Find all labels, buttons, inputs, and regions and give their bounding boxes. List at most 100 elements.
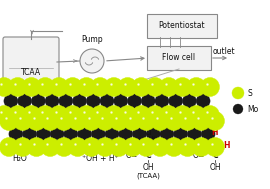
Circle shape — [137, 112, 156, 130]
Circle shape — [41, 112, 60, 130]
Polygon shape — [102, 140, 119, 143]
Circle shape — [132, 105, 151, 125]
Text: H*: H* — [147, 136, 157, 145]
Text: Potentiostat: Potentiostat — [159, 22, 205, 30]
Circle shape — [109, 112, 128, 130]
Polygon shape — [64, 125, 81, 128]
Text: ⁺OH + H*: ⁺OH + H* — [82, 154, 119, 163]
Text: H: H — [223, 142, 229, 150]
Circle shape — [164, 112, 183, 130]
Text: O=: O= — [126, 152, 138, 160]
Circle shape — [104, 105, 123, 125]
Circle shape — [41, 138, 60, 156]
Circle shape — [77, 127, 92, 141]
Polygon shape — [20, 140, 36, 143]
Circle shape — [118, 105, 137, 125]
Text: –C–: –C– — [208, 142, 222, 150]
Circle shape — [205, 138, 224, 156]
Circle shape — [201, 77, 220, 97]
Circle shape — [68, 138, 87, 156]
Circle shape — [22, 105, 41, 125]
Polygon shape — [184, 140, 201, 143]
Circle shape — [91, 127, 105, 141]
Circle shape — [178, 138, 197, 156]
Polygon shape — [92, 125, 108, 128]
Circle shape — [36, 105, 55, 125]
Circle shape — [233, 104, 243, 114]
Polygon shape — [155, 91, 172, 95]
Circle shape — [187, 105, 206, 125]
Text: H: H — [201, 142, 207, 150]
Circle shape — [22, 77, 41, 97]
Circle shape — [59, 94, 73, 108]
Circle shape — [187, 127, 201, 141]
Polygon shape — [61, 140, 78, 143]
Circle shape — [0, 112, 19, 130]
Circle shape — [159, 77, 178, 97]
Polygon shape — [73, 91, 89, 95]
Circle shape — [164, 138, 183, 156]
Circle shape — [8, 105, 27, 125]
Circle shape — [73, 94, 86, 108]
Polygon shape — [130, 140, 146, 143]
Text: C: C — [145, 142, 151, 150]
Polygon shape — [193, 107, 210, 111]
Circle shape — [104, 77, 123, 97]
Circle shape — [232, 87, 244, 99]
Text: OH: OH — [142, 163, 154, 171]
Polygon shape — [166, 107, 183, 111]
Text: Mo: Mo — [247, 105, 258, 114]
Polygon shape — [196, 91, 213, 95]
Polygon shape — [78, 125, 94, 128]
Circle shape — [173, 105, 192, 125]
Text: Cl: Cl — [156, 142, 164, 150]
Circle shape — [27, 138, 46, 156]
Polygon shape — [100, 91, 117, 95]
Circle shape — [55, 112, 73, 130]
Circle shape — [13, 138, 32, 156]
Circle shape — [146, 77, 165, 97]
Text: H: H — [212, 128, 218, 137]
Circle shape — [105, 127, 119, 141]
Polygon shape — [183, 91, 199, 95]
Text: Flow cell: Flow cell — [163, 53, 195, 63]
Circle shape — [201, 105, 220, 125]
Circle shape — [169, 94, 183, 108]
Circle shape — [196, 94, 210, 108]
Circle shape — [91, 77, 110, 97]
Polygon shape — [188, 125, 204, 128]
Circle shape — [137, 138, 156, 156]
Circle shape — [4, 94, 18, 108]
Circle shape — [36, 77, 55, 97]
Polygon shape — [70, 107, 86, 111]
Circle shape — [146, 127, 160, 141]
Polygon shape — [56, 107, 73, 111]
Circle shape — [123, 138, 142, 156]
Polygon shape — [88, 140, 105, 143]
Circle shape — [192, 138, 211, 156]
Circle shape — [173, 77, 192, 97]
Polygon shape — [1, 107, 18, 111]
Polygon shape — [124, 107, 141, 111]
Circle shape — [159, 105, 178, 125]
Text: Pump: Pump — [81, 35, 103, 44]
Circle shape — [151, 138, 170, 156]
Circle shape — [141, 94, 155, 108]
Text: TCAA: TCAA — [21, 68, 41, 77]
Polygon shape — [111, 107, 128, 111]
Polygon shape — [97, 107, 114, 111]
Circle shape — [155, 94, 169, 108]
Circle shape — [114, 94, 128, 108]
Text: Cl: Cl — [132, 142, 140, 150]
Polygon shape — [83, 107, 100, 111]
Text: C: C — [145, 152, 151, 160]
Circle shape — [127, 94, 141, 108]
Circle shape — [0, 77, 14, 97]
Polygon shape — [116, 140, 133, 143]
Circle shape — [82, 138, 101, 156]
Polygon shape — [4, 91, 21, 95]
Polygon shape — [28, 107, 45, 111]
Circle shape — [187, 77, 206, 97]
Circle shape — [77, 77, 96, 97]
Circle shape — [91, 105, 110, 125]
